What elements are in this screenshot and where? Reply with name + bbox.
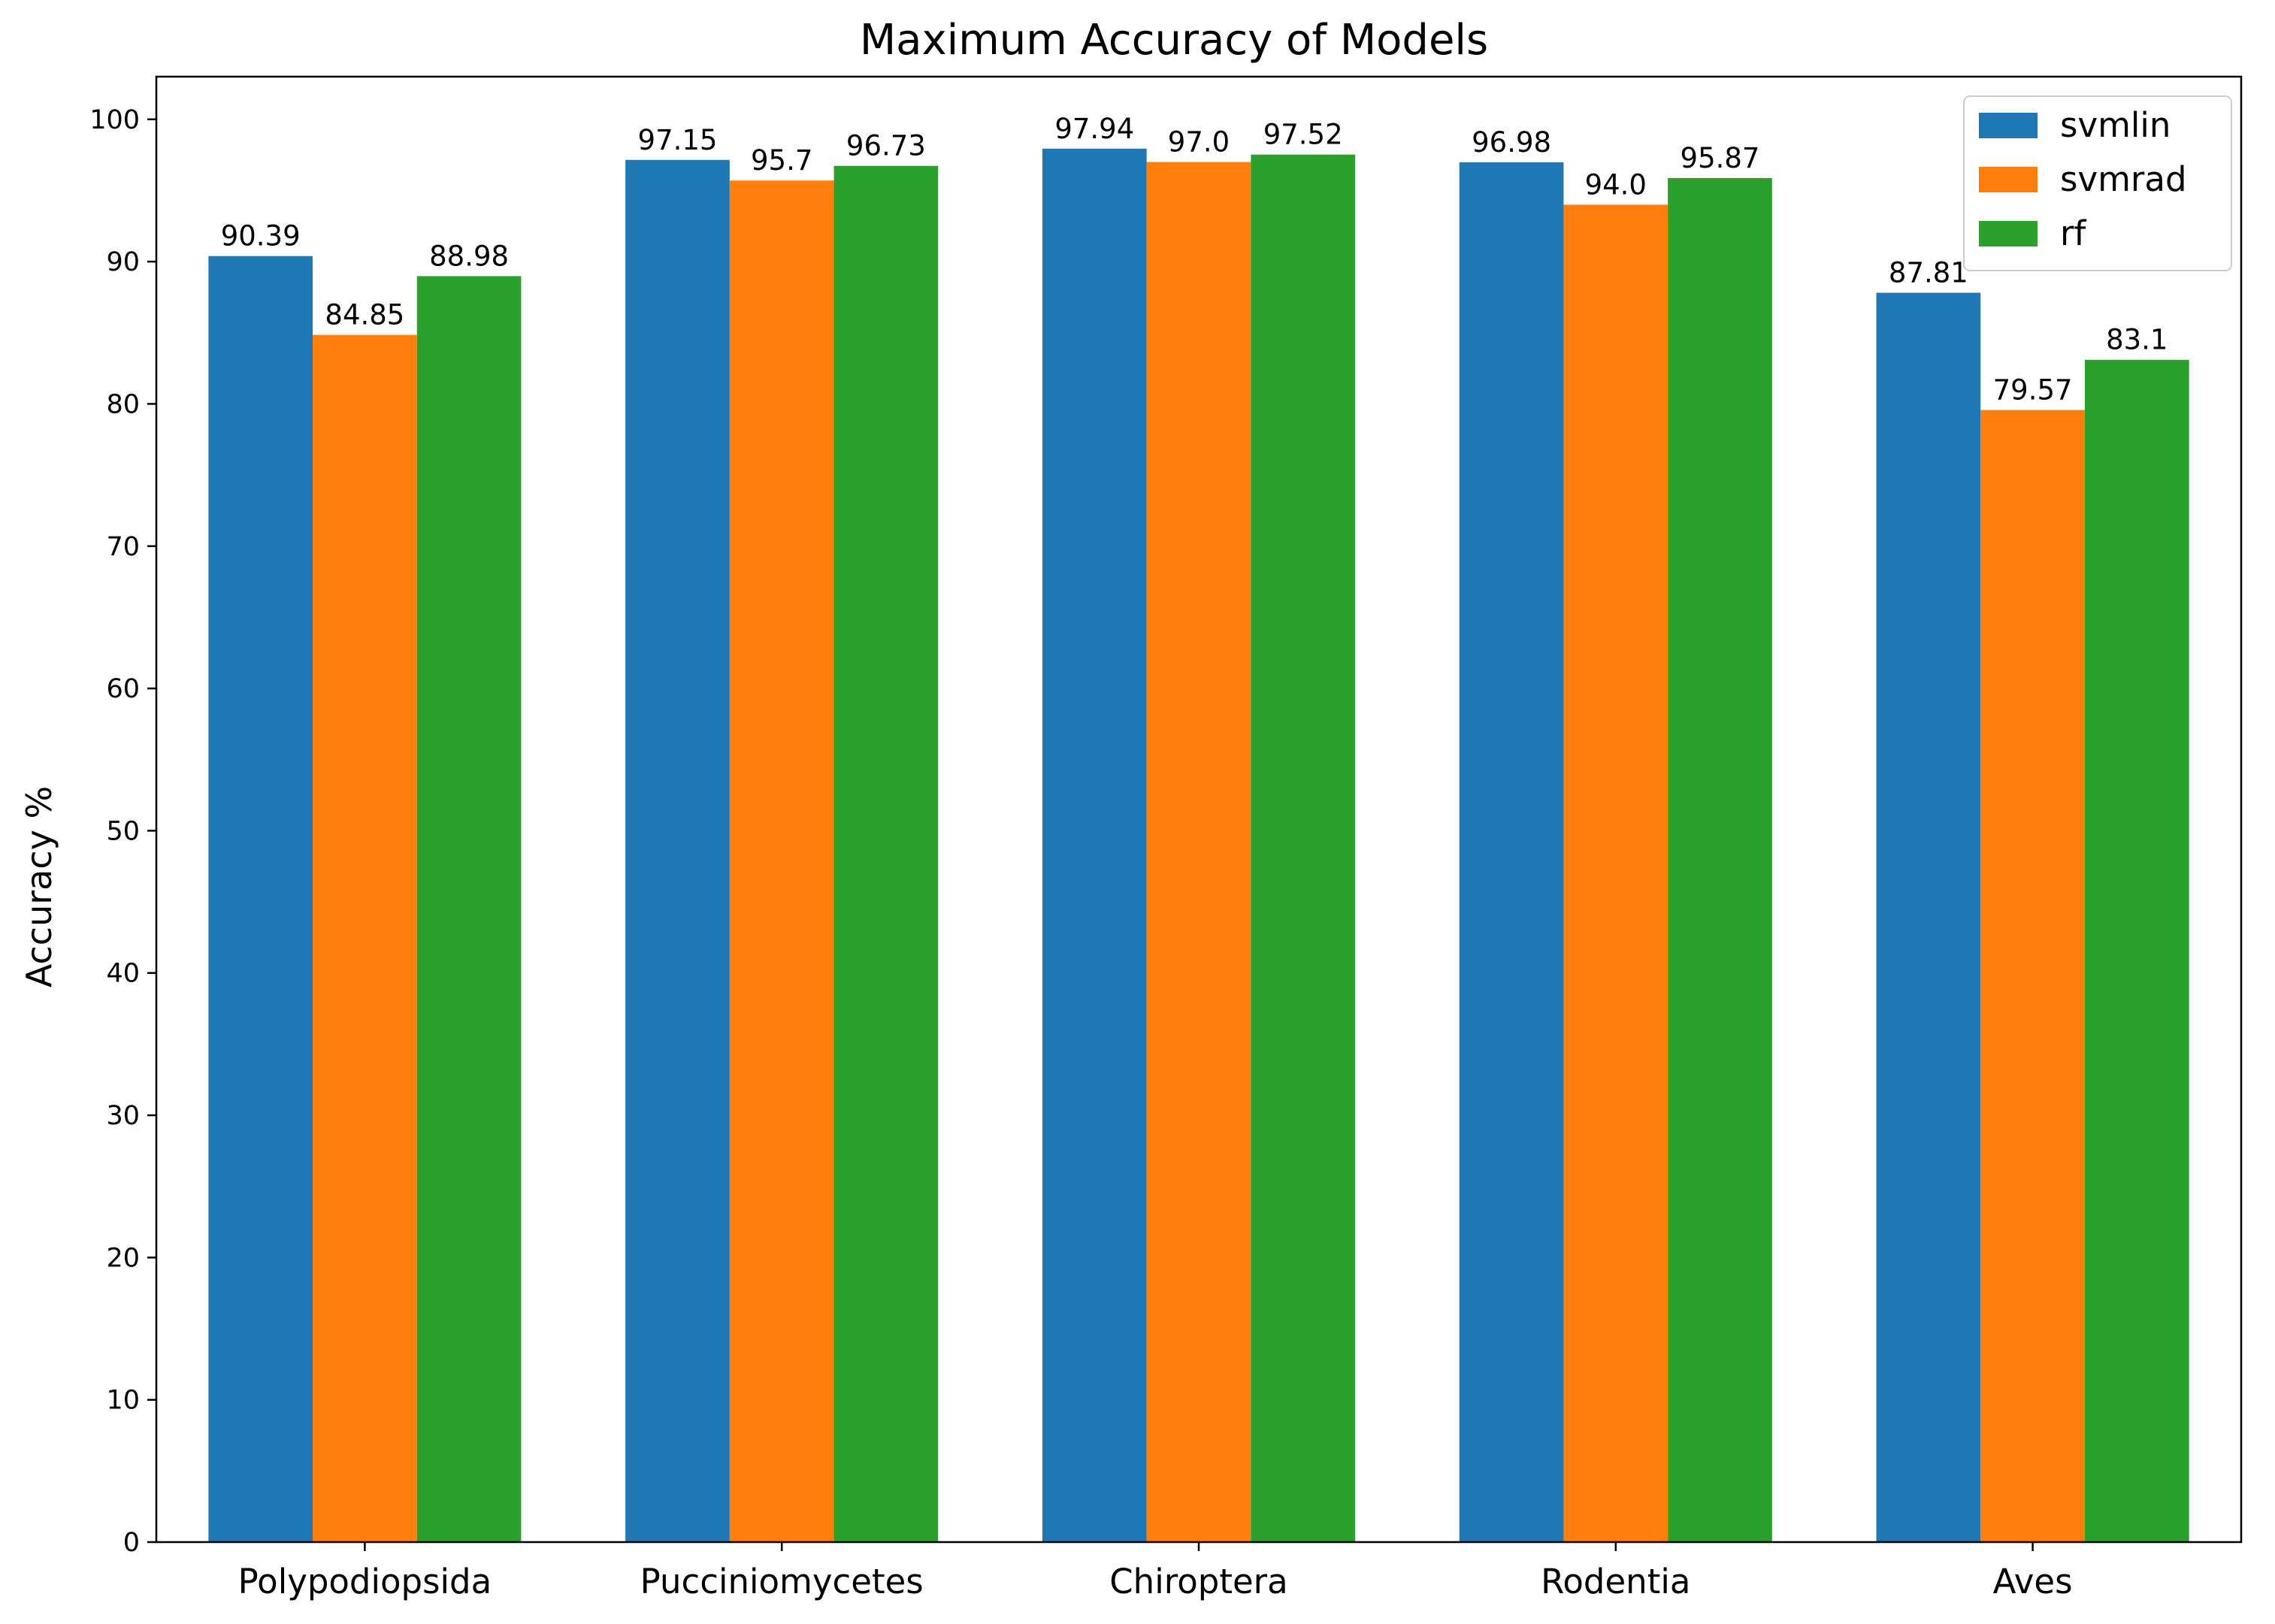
value-label-rf-4: 83.1: [2106, 324, 2168, 356]
x-tick-label-4: Aves: [1993, 1562, 2073, 1601]
x-axis: Polypodiopsida Pucciniomycetes Chiroptera R…: [238, 1542, 2073, 1601]
y-tick-label-5: 50: [106, 816, 140, 846]
y-axis-label: Accuracy %: [19, 786, 59, 987]
bar-rf-0: [416, 276, 522, 1542]
y-tick-label-3: 30: [106, 1101, 140, 1131]
bar-svmrad-1: [729, 180, 834, 1543]
value-label-svmrad-0: 84.85: [325, 299, 404, 331]
x-tick-label-2: Chiroptera: [1109, 1562, 1287, 1601]
legend-label-svmrad: svmrad: [2060, 159, 2187, 199]
bar-svmrad-0: [313, 334, 417, 1543]
bar-rf-2: [1251, 154, 1356, 1543]
value-label-svmlin-2: 97.94: [1054, 113, 1134, 145]
y-tick-label-8: 80: [106, 389, 140, 419]
bar-rf-4: [2084, 359, 2189, 1542]
y-tick-label-9: 90: [106, 247, 140, 277]
value-label-svmrad-2: 97.0: [1168, 126, 1230, 159]
plot-frame: [155, 75, 2243, 1544]
bar-rf-3: [1668, 177, 1772, 1542]
y-tick-label-7: 70: [106, 532, 140, 562]
value-label-rf-2: 97.52: [1263, 119, 1343, 151]
bar-svmlin-0: [208, 256, 313, 1542]
legend-swatch-svmlin: [1979, 113, 2038, 138]
bars-group: [208, 148, 2189, 1543]
value-label-svmrad-4: 79.57: [1993, 374, 2073, 407]
value-label-rf-3: 95.87: [1681, 142, 1760, 174]
x-tick-label-1: Pucciniomycetes: [640, 1562, 924, 1601]
y-tick-label-2: 20: [106, 1243, 140, 1273]
legend-label-svmlin: svmlin: [2060, 105, 2171, 145]
bar-svmlin-2: [1042, 148, 1147, 1542]
y-tick-label-1: 10: [106, 1386, 140, 1416]
bar-svmlin-1: [625, 159, 730, 1542]
legend-swatch-svmrad: [1979, 167, 2038, 192]
y-tick-label-10: 100: [89, 105, 140, 135]
legend: svmlin svmrad rf: [1963, 95, 2232, 271]
x-tick-label-0: Polypodiopsida: [238, 1562, 492, 1601]
chart-title: Maximum Accuracy of Models: [860, 16, 1488, 65]
bar-svmlin-4: [1876, 292, 1981, 1543]
value-label-svmlin-0: 90.39: [221, 220, 301, 253]
value-label-svmrad-1: 95.7: [751, 144, 812, 177]
y-tick-label-0: 0: [123, 1528, 140, 1558]
bar-svmlin-3: [1459, 162, 1564, 1543]
y-axis: 0 10 20 30 40 50 60 70 80 90 100: [89, 105, 156, 1558]
x-tick-label-3: Rodentia: [1541, 1562, 1690, 1601]
value-label-rf-1: 96.73: [846, 130, 926, 162]
value-label-svmlin-1: 97.15: [638, 124, 718, 156]
value-label-svmrad-3: 94.0: [1585, 168, 1647, 201]
y-tick-label-6: 60: [106, 674, 140, 704]
bar-svmrad-2: [1146, 162, 1251, 1542]
legend-label-rf: rf: [2060, 213, 2087, 253]
value-label-svmlin-4: 87.81: [1889, 257, 1968, 289]
value-labels-group: 90.39 84.85 88.98 97.15 95.7 96.73 97.94 97.0 97…: [221, 113, 2168, 407]
y-tick-label-4: 40: [106, 959, 140, 989]
value-label-rf-0: 88.98: [429, 240, 509, 272]
bar-rf-1: [833, 165, 939, 1543]
value-label-svmlin-3: 96.98: [1472, 126, 1551, 159]
legend-swatch-rf: [1979, 221, 2038, 246]
bar-svmrad-4: [1980, 410, 2085, 1543]
bar-svmrad-3: [1563, 204, 1668, 1543]
